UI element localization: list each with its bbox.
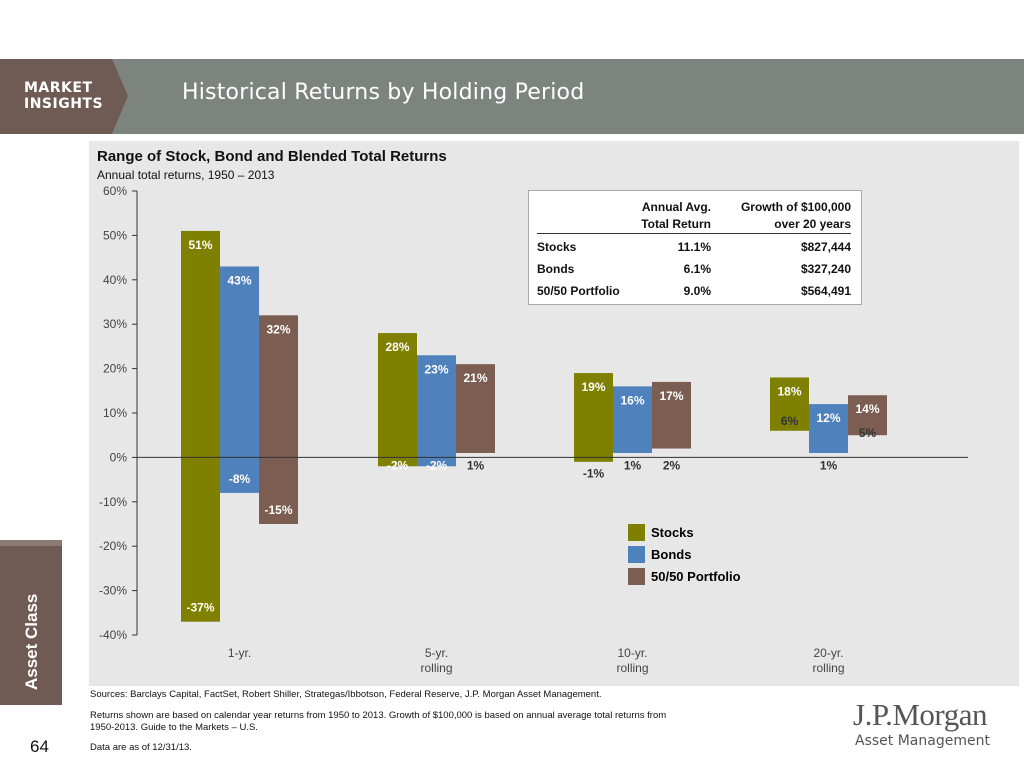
bar-low-label: 1%: [467, 458, 485, 472]
asset-class-tab[interactable]: [0, 540, 62, 705]
footnote-note-line2: 1950-2013. Guide to the Markets – U.S.: [90, 722, 258, 733]
bar-high-label: 16%: [620, 393, 644, 407]
jpmorgan-logo-sub: Asset Management: [855, 733, 990, 749]
asset-class-label: Asset Class: [22, 593, 41, 690]
page-number: 64: [30, 737, 49, 756]
bar-low-label: -2%: [426, 458, 448, 472]
y-tick-label: 50%: [103, 228, 127, 242]
bar-low-label: 1%: [820, 458, 838, 472]
table-row-avg: 6.1%: [683, 262, 711, 276]
asset-class-tab-accent: [0, 540, 62, 546]
bar-bonds: [220, 266, 259, 493]
footnote-sources: Sources: Barclays Capital, FactSet, Robe…: [90, 689, 602, 700]
x-category-label: rolling: [420, 661, 452, 675]
table-row-label: 50/50 Portfolio: [537, 284, 620, 298]
y-tick-label: 40%: [103, 273, 127, 287]
y-tick-label: 0%: [110, 450, 128, 464]
x-category-label: 5-yr.: [425, 646, 448, 660]
bar-high-label: 51%: [188, 238, 212, 252]
y-tick-label: -40%: [99, 628, 127, 642]
footnote-note-line1: Returns shown are based on calendar year…: [90, 710, 667, 721]
y-tick-label: 30%: [103, 317, 127, 331]
table-row-avg: 11.1%: [677, 240, 711, 254]
bar-low-label: 6%: [781, 414, 799, 428]
bar-high-label: 23%: [424, 362, 448, 376]
legend-label-portfolio: 50/50 Portfolio: [651, 569, 741, 584]
bar-high-label: 32%: [266, 322, 290, 336]
bar-50-50-portfolio: [652, 381, 691, 449]
x-category-label: 20-yr.: [813, 646, 843, 660]
bar-stocks: [378, 333, 417, 467]
footnote-date: Data are as of 12/31/13.: [90, 742, 192, 753]
y-tick-label: 60%: [103, 184, 127, 198]
legend-label-stocks: Stocks: [651, 525, 694, 540]
bar-high-label: 28%: [385, 340, 409, 354]
table-header-avg-2: Total Return: [641, 217, 711, 231]
x-category-label: 1-yr.: [228, 646, 251, 660]
x-category-label: rolling: [812, 661, 844, 675]
table-row-growth: $327,240: [800, 262, 851, 276]
y-tick-label: -30%: [99, 584, 127, 598]
bar-high-label: 43%: [227, 273, 251, 287]
bar-low-label: -15%: [264, 503, 292, 517]
y-tick-label: 20%: [103, 362, 127, 376]
bar-high-label: 19%: [581, 380, 605, 394]
bar-low-label: -2%: [387, 458, 409, 472]
bar-50-50-portfolio: [456, 364, 495, 453]
market-insights-logo: MARKET INSIGHTS: [24, 80, 103, 112]
table-header-growth-2: over 20 years: [774, 217, 851, 231]
table-rule: [537, 233, 851, 234]
bar-low-label: -8%: [229, 472, 251, 486]
table-header-avg-1: Annual Avg.: [641, 200, 711, 214]
y-tick-label: -10%: [99, 495, 127, 509]
bar-high-label: 12%: [816, 411, 840, 425]
bar-high-label: 21%: [463, 371, 487, 385]
chart-title: Range of Stock, Bond and Blended Total R…: [97, 148, 447, 165]
bar-stocks: [770, 377, 809, 431]
bar-stocks: [574, 373, 613, 462]
market-insights-badge: [0, 59, 128, 134]
bar-low-label: 2%: [663, 458, 681, 472]
x-category-label: rolling: [616, 661, 648, 675]
bar-low-label: -1%: [583, 466, 605, 480]
bar-stocks: [181, 230, 220, 622]
bar-bonds: [809, 404, 848, 453]
summary-table: Annual Avg. Total Return Growth of $100,…: [528, 190, 862, 305]
brand-line2: INSIGHTS: [24, 96, 104, 112]
bar-high-label: 18%: [777, 384, 801, 398]
legend-label-bonds: Bonds: [651, 547, 692, 562]
bar-low-label: 5%: [859, 426, 877, 440]
page-title: Historical Returns by Holding Period: [182, 80, 585, 105]
legend-swatch-stocks: [628, 524, 645, 541]
bar-low-label: 1%: [624, 458, 642, 472]
table-row-growth: $827,444: [800, 240, 851, 254]
bar-high-label: 17%: [659, 389, 683, 403]
bar-bonds: [613, 386, 652, 453]
y-tick-label: -20%: [99, 539, 127, 553]
table-row-label: Stocks: [537, 240, 577, 254]
x-category-label: 10-yr.: [617, 646, 647, 660]
bar-50-50-portfolio: [848, 395, 887, 436]
jpmorgan-logo: J.P.Morgan: [853, 697, 987, 732]
chart-subtitle: Annual total returns, 1950 – 2013: [97, 168, 275, 182]
y-tick-label: 10%: [103, 406, 127, 420]
table-header-growth-1: Growth of $100,000: [740, 200, 851, 214]
legend-swatch-portfolio: [628, 568, 645, 585]
bar-bonds: [417, 355, 456, 467]
bar-high-label: 14%: [855, 402, 879, 416]
bar-50-50-portfolio: [259, 315, 298, 524]
table-row-avg: 9.0%: [683, 284, 711, 298]
brand-line1: MARKET: [24, 80, 93, 96]
table-row-growth: $564,491: [800, 284, 851, 298]
table-row-label: Bonds: [537, 262, 575, 276]
legend-swatch-bonds: [628, 546, 645, 563]
bar-low-label: -37%: [186, 601, 214, 615]
header-bar: [0, 59, 1024, 134]
